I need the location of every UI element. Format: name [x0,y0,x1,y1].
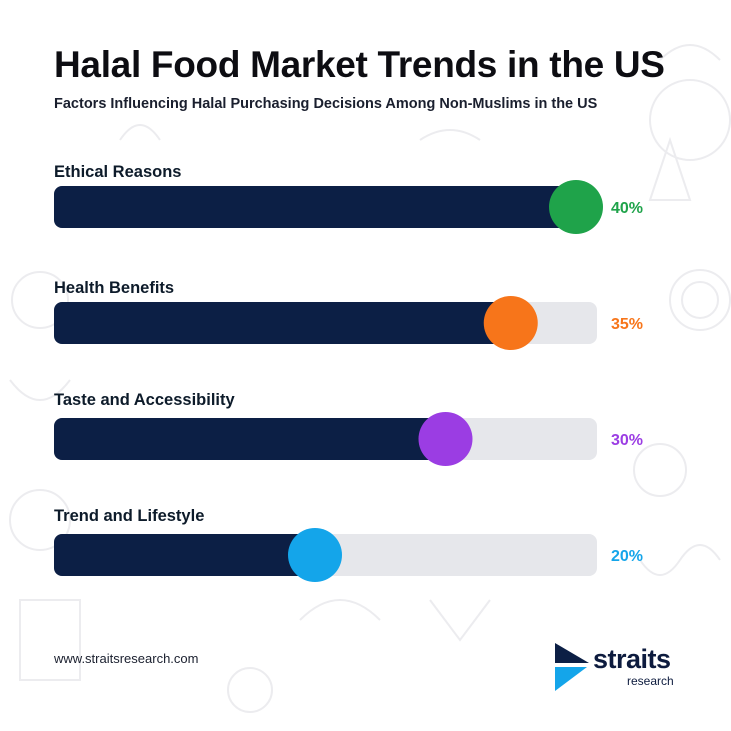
logo-subtitle: research [627,674,674,688]
value-label: 30% [611,432,643,449]
website-url: www.straitsresearch.com [54,651,199,666]
logo-mark-icon [555,643,589,691]
bar-fill [54,302,511,344]
bar-fill [54,418,446,460]
category-label: Ethical Reasons [54,163,181,181]
bar-fill [54,186,576,228]
straits-research-logo: straits research [553,643,683,691]
bar-end-marker [418,412,473,466]
value-label: 40% [611,200,643,217]
bar-fill [54,534,315,576]
category-label: Taste and Accessibility [54,391,235,409]
bar-end-marker [288,528,342,582]
chart-title: Halal Food Market Trends in the US [54,44,665,85]
value-label: 35% [611,316,643,333]
category-label: Trend and Lifestyle [54,507,204,525]
category-label: Health Benefits [54,279,174,297]
bar-end-marker [483,296,538,350]
bar-end-marker [549,180,603,234]
chart-subtitle: Factors Influencing Halal Purchasing Dec… [54,96,598,112]
logo-name: straits [593,644,671,674]
value-label: 20% [611,548,643,565]
